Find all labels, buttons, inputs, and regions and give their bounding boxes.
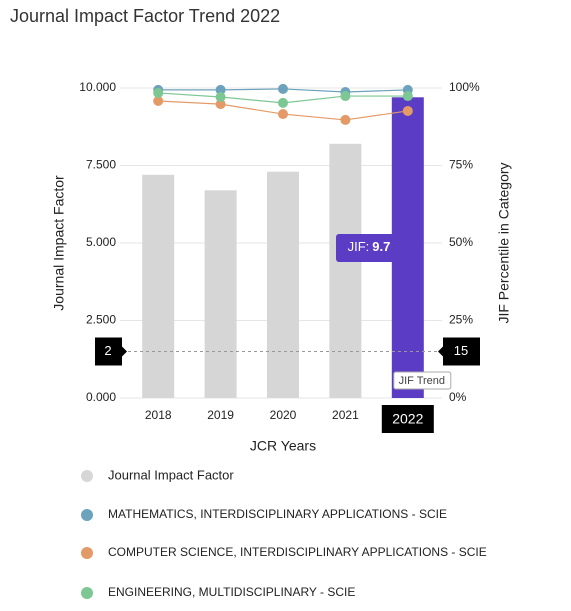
series-point bbox=[402, 91, 413, 102]
series-point bbox=[340, 114, 351, 125]
annotation-box bbox=[393, 371, 452, 390]
legend-marker bbox=[81, 509, 93, 521]
tooltip-label: JIF: bbox=[348, 239, 370, 254]
series-point bbox=[215, 99, 226, 110]
x-tick-label: 2020 bbox=[270, 408, 297, 422]
series-point bbox=[215, 91, 226, 102]
annotation: JIF Trend bbox=[399, 375, 445, 387]
crosshair-y-label: 2 bbox=[104, 343, 111, 358]
series-point bbox=[153, 96, 164, 107]
tooltip-value: 9.7 bbox=[372, 239, 390, 254]
chart-title: Journal Impact Factor Trend 2022 bbox=[10, 6, 280, 26]
y2-tick-label: 25% bbox=[449, 313, 473, 327]
y2-tick-label: 0% bbox=[449, 390, 467, 404]
series-point bbox=[402, 105, 413, 116]
y2-tick-label: 50% bbox=[449, 235, 473, 249]
crosshair-label-box bbox=[95, 337, 122, 366]
bar bbox=[267, 171, 299, 398]
x-tick-label: 2019 bbox=[207, 408, 234, 422]
crosshair-y2-label: 15 bbox=[454, 343, 468, 358]
x-tick-label: 2021 bbox=[332, 408, 359, 422]
bar bbox=[329, 143, 362, 398]
y-tick-label: 5.000 bbox=[86, 235, 116, 249]
bar bbox=[204, 190, 237, 398]
x-tick-label: 2018 bbox=[145, 408, 172, 422]
legend-marker bbox=[81, 470, 93, 482]
y2-axis-title: JIF Percentile in Category bbox=[496, 162, 512, 323]
crosshair-label-box bbox=[443, 337, 480, 366]
x-axis-title: JCR Years bbox=[250, 438, 316, 454]
legend-marker bbox=[81, 587, 93, 599]
crosshair-x-box bbox=[381, 405, 434, 433]
series-point bbox=[278, 83, 288, 94]
y-tick-label: 7.500 bbox=[86, 158, 116, 172]
tooltip-text: JIF: 9.7 bbox=[348, 239, 391, 254]
y-tick-label: 2.500 bbox=[86, 313, 116, 327]
legend-label: Journal Impact Factor bbox=[108, 467, 234, 482]
tooltip-box bbox=[336, 234, 402, 262]
tooltip-pointer bbox=[402, 242, 408, 254]
y-axis-title: Journal Impact Factor bbox=[51, 175, 67, 311]
y2-tick-label: 75% bbox=[449, 158, 473, 172]
legend-label: ENGINEERING, MULTIDISCIPLINARY - SCIE bbox=[108, 585, 355, 599]
legend-label: MATHEMATICS, INTERDISCIPLINARY APPLICATI… bbox=[108, 507, 447, 521]
legend-label: COMPUTER SCIENCE, INTERDISCIPLINARY APPL… bbox=[108, 545, 487, 559]
series-point bbox=[153, 87, 164, 98]
series-point bbox=[278, 109, 288, 120]
crosshair-pointer bbox=[438, 346, 443, 357]
y-tick-label: 0.000 bbox=[86, 390, 116, 404]
bar bbox=[142, 174, 175, 398]
series-point bbox=[215, 84, 226, 95]
crosshair-x-label: 2022 bbox=[392, 411, 423, 427]
y2-tick-label: 100% bbox=[449, 80, 480, 94]
legend-marker bbox=[81, 547, 93, 559]
crosshair-pointer bbox=[122, 346, 127, 357]
series-point bbox=[340, 91, 351, 102]
y-tick-label: 10.000 bbox=[79, 80, 116, 94]
series-point bbox=[278, 97, 288, 108]
